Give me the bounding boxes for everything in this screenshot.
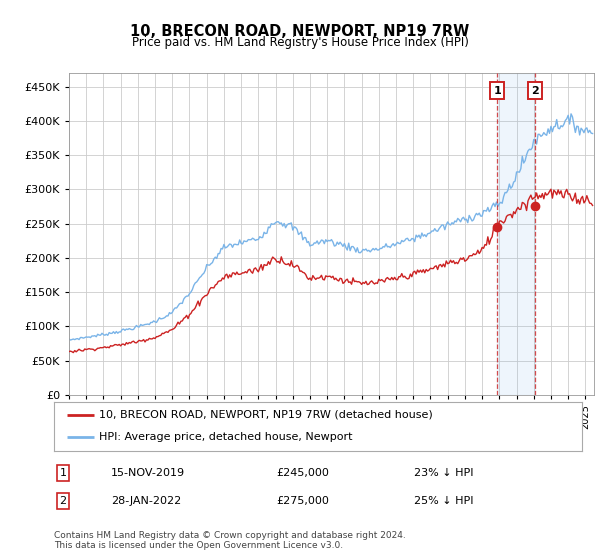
Text: 25% ↓ HPI: 25% ↓ HPI: [414, 496, 473, 506]
Text: Contains HM Land Registry data © Crown copyright and database right 2024.
This d: Contains HM Land Registry data © Crown c…: [54, 531, 406, 550]
Text: 28-JAN-2022: 28-JAN-2022: [111, 496, 181, 506]
Text: 1: 1: [493, 86, 501, 96]
Text: 2: 2: [59, 496, 67, 506]
Text: 23% ↓ HPI: 23% ↓ HPI: [414, 468, 473, 478]
Text: £245,000: £245,000: [276, 468, 329, 478]
Text: 10, BRECON ROAD, NEWPORT, NP19 7RW: 10, BRECON ROAD, NEWPORT, NP19 7RW: [130, 24, 470, 39]
Text: 10, BRECON ROAD, NEWPORT, NP19 7RW (detached house): 10, BRECON ROAD, NEWPORT, NP19 7RW (deta…: [99, 410, 433, 420]
Text: 2: 2: [531, 86, 539, 96]
Text: 1: 1: [59, 468, 67, 478]
Text: HPI: Average price, detached house, Newport: HPI: Average price, detached house, Newp…: [99, 432, 352, 442]
Text: £275,000: £275,000: [276, 496, 329, 506]
Text: 15-NOV-2019: 15-NOV-2019: [111, 468, 185, 478]
Text: Price paid vs. HM Land Registry's House Price Index (HPI): Price paid vs. HM Land Registry's House …: [131, 36, 469, 49]
Bar: [497, 73, 535, 395]
